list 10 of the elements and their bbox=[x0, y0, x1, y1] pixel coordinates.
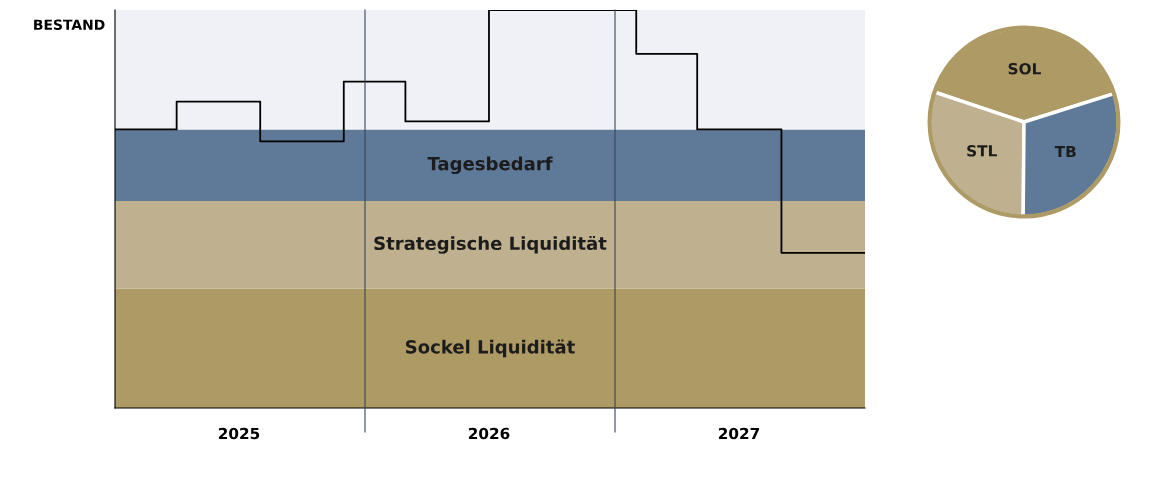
x-tick-label: 2025 bbox=[218, 427, 260, 440]
x-tick-label: 2026 bbox=[468, 427, 510, 440]
band-label: Strategische Liquidität bbox=[374, 235, 607, 254]
y-axis-title: BESTAND bbox=[34, 19, 105, 30]
band-label: Tagesbedarf bbox=[427, 156, 553, 175]
slice-label: STL bbox=[967, 145, 997, 157]
slice-label: TB bbox=[1054, 145, 1076, 158]
slice-label: SOL bbox=[1008, 62, 1041, 75]
x-tick-label: 2027 bbox=[718, 427, 760, 440]
band-label: Sockel Liquidität bbox=[406, 339, 575, 358]
